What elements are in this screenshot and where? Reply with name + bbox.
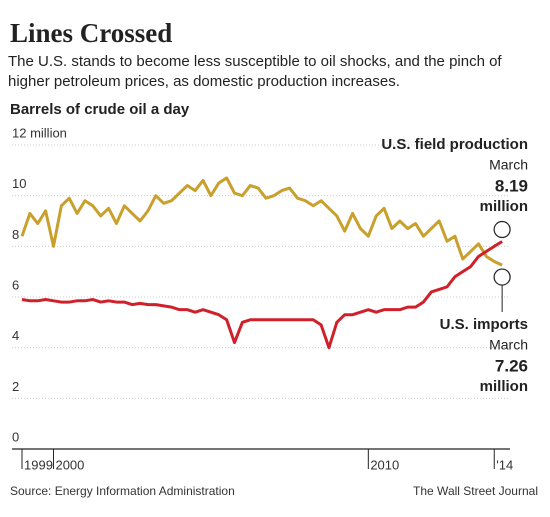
source: Source: Energy Information Administratio… bbox=[10, 484, 235, 498]
y-tick-label: 6 bbox=[12, 277, 19, 292]
chart-subtitle: The U.S. stands to become less susceptib… bbox=[8, 53, 502, 90]
end-month: March bbox=[489, 337, 528, 353]
y-tick-label: 12 million bbox=[12, 125, 67, 140]
series-line bbox=[20, 176, 503, 267]
x-tick-label: '14 bbox=[496, 457, 513, 472]
y-tick-label: 8 bbox=[12, 227, 19, 242]
y-tick-label: 4 bbox=[12, 328, 19, 343]
end-value: 7.26 bbox=[495, 356, 528, 375]
x-tick-label: 1999 bbox=[24, 457, 53, 472]
y-tick-label: 0 bbox=[12, 429, 19, 444]
end-marker bbox=[493, 220, 511, 239]
y-tick-label: 10 bbox=[12, 176, 26, 191]
subtitle-box: The U.S. stands to become less susceptib… bbox=[8, 53, 502, 90]
y-tick-label: 2 bbox=[12, 379, 19, 394]
x-tick-label: 2000 bbox=[55, 457, 84, 472]
end-unit: million bbox=[480, 378, 528, 395]
series-label: U.S. field production bbox=[381, 136, 528, 153]
end-value: 8.19 bbox=[495, 176, 528, 195]
x-tick-label: 2010 bbox=[370, 457, 399, 472]
end-unit: million bbox=[480, 198, 528, 215]
y-axis-label: Barrels of crude oil a day bbox=[10, 101, 190, 118]
end-month: March bbox=[489, 157, 528, 173]
credit: The Wall Street Journal bbox=[413, 484, 538, 498]
series-line bbox=[21, 240, 503, 350]
series-label: U.S. imports bbox=[440, 316, 528, 333]
end-marker bbox=[493, 268, 511, 286]
chart-title: Lines Crossed bbox=[10, 18, 172, 48]
